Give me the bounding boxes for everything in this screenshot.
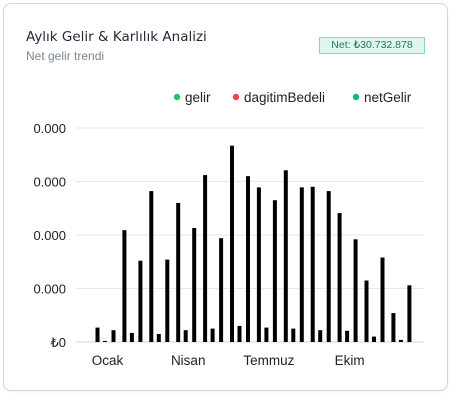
legend-label-gelir: gelir [185, 90, 211, 105]
bar [264, 327, 269, 342]
bar [326, 191, 331, 342]
x-tick-label: Nisan [171, 353, 206, 368]
bar [372, 336, 376, 342]
bar [256, 187, 261, 342]
y-tick-label: 0.000 [33, 282, 66, 297]
y-tick-label: ₺0 [50, 335, 66, 350]
bar [129, 332, 134, 342]
bar [203, 175, 208, 342]
y-tick-label: 0.000 [33, 121, 66, 136]
bar [353, 239, 358, 342]
bar [230, 145, 234, 342]
bar [272, 200, 277, 342]
bar [138, 260, 143, 342]
y-tick-label: 0.000 [33, 175, 66, 190]
bar [149, 191, 154, 342]
chart-card [3, 3, 448, 391]
y-tick-label: 0.000 [33, 228, 66, 243]
bar [318, 330, 323, 342]
card-title: Aylık Gelir & Karlılık Analizi [26, 29, 207, 45]
legend-marker-netGelir [352, 93, 360, 101]
legend-marker-dagitimBedeli [232, 93, 240, 101]
bar [345, 330, 350, 342]
bar [283, 170, 288, 342]
card-subtitle: Net gelir trendi [26, 49, 105, 63]
bar [95, 327, 100, 342]
legend-marker-gelir [173, 93, 181, 101]
bar [380, 257, 385, 342]
bar [103, 340, 107, 342]
legend-label-netGelir: netGelir [364, 90, 412, 105]
bar [183, 330, 188, 342]
bar [407, 285, 412, 342]
bar [291, 328, 296, 342]
bar [192, 228, 197, 342]
bar [398, 339, 403, 342]
bar [364, 280, 369, 342]
bar [156, 334, 161, 342]
bar [210, 328, 215, 342]
bar [122, 230, 127, 342]
x-tick-label: Ocak [92, 353, 124, 368]
bar [111, 330, 116, 342]
bar [310, 186, 315, 342]
bar [219, 238, 224, 342]
bar [299, 187, 304, 342]
x-tick-label: Ekim [335, 353, 365, 368]
bar [246, 176, 250, 342]
bar [337, 213, 342, 342]
bar [391, 313, 396, 342]
bar [176, 202, 181, 342]
x-tick-label: Temmuz [243, 353, 294, 368]
net-total-badge: Net: ₺30.732.878 [319, 37, 425, 54]
bar [237, 325, 242, 342]
legend-label-dagitimBedeli: dagitimBedeli [244, 90, 325, 105]
bar [165, 259, 170, 342]
